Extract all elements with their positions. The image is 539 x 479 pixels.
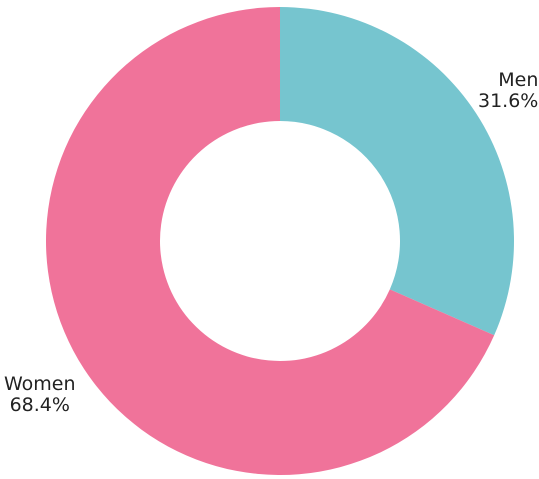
slice-men: [280, 7, 515, 336]
slice-name-men: Men: [498, 69, 539, 91]
slice-value-men: 31.6%: [478, 90, 539, 112]
slice-name-women: Women: [4, 373, 76, 395]
slice-label-women: Women 68.4%: [4, 374, 76, 416]
slice-women: [46, 7, 495, 475]
slice-label-men: Men 31.6%: [478, 70, 538, 112]
slice-value-women: 68.4%: [9, 394, 70, 416]
